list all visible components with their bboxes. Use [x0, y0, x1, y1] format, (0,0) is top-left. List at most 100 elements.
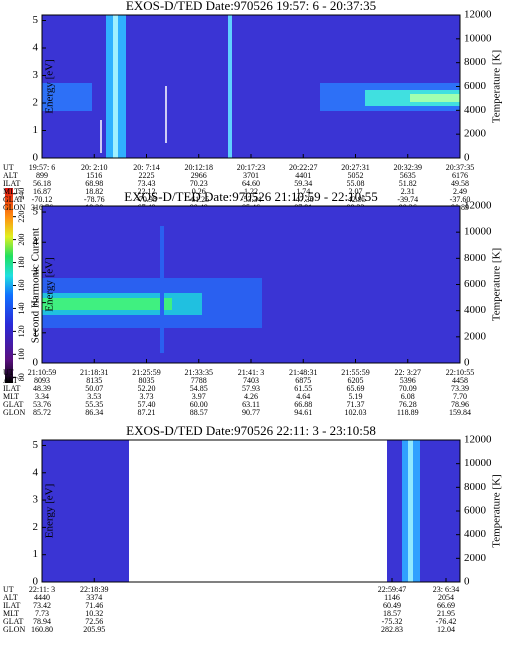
table-cell: 4440 [34, 593, 50, 602]
y2-tick-label: 12000 [464, 434, 492, 446]
table-cell: 20:37:35 [446, 163, 474, 172]
table-cell: 12.04 [437, 625, 455, 634]
y-tick-label: 1 [33, 548, 39, 560]
table-cell: 1.74 [296, 187, 310, 196]
y2-tick-label: 2000 [464, 128, 487, 140]
table-cell: -53.34 [241, 195, 262, 204]
table-cell: 1.22 [244, 187, 258, 196]
y-tick-label: 2 [33, 521, 39, 533]
y-tick-label: 3 [33, 494, 39, 506]
y2-tick-label: 0 [464, 357, 470, 369]
table-cell: 102.03 [345, 408, 367, 417]
table-cell: 86.34 [85, 408, 103, 417]
table-cell: -47.36 [293, 195, 314, 204]
spectrogram [387, 440, 460, 582]
table-cell: 8135 [86, 376, 102, 385]
y-tick-label: 4 [33, 466, 39, 478]
table-row-label: MLT [3, 187, 19, 196]
table-cell: 71.46 [85, 601, 103, 610]
y2-tick-label: 4000 [464, 528, 487, 540]
y-tick-label: 2 [33, 296, 39, 308]
y2-axis-label: Temperature [K] [491, 248, 503, 321]
table-cell: 20:27:31 [341, 163, 369, 172]
table-cell: 68.98 [85, 179, 103, 188]
table-cell: 21:48:31 [289, 368, 317, 377]
table-cell: 5.19 [349, 392, 363, 401]
table-cell: 21.95 [437, 609, 455, 618]
y2-tick-label: 2000 [464, 330, 487, 342]
table-cell: 23: 6:34 [433, 585, 459, 594]
table-cell: 57.93 [242, 384, 260, 393]
table-cell: 21:10:59 [28, 368, 56, 377]
spectrogram-band [160, 226, 164, 353]
spectrogram-band [42, 298, 172, 310]
table-cell: 78.94 [33, 617, 51, 626]
spectrogram [42, 440, 129, 582]
spectrogram-band [42, 83, 92, 111]
table-cell: 2966 [191, 171, 207, 180]
table-row-label: ALT [3, 171, 18, 180]
table-cell: 6176 [452, 171, 468, 180]
table-cell: 18.57 [383, 609, 401, 618]
spectrogram-band [410, 94, 460, 102]
table-cell: -70.98 [136, 195, 157, 204]
table-cell: 5635 [400, 171, 416, 180]
table-cell: 20: 2:10 [81, 163, 107, 172]
table-cell: 20:12:18 [185, 163, 213, 172]
table-cell: 73.43 [138, 179, 156, 188]
table-cell: 21:33:35 [185, 368, 213, 377]
y-tick-label: 0 [33, 576, 39, 588]
table-cell: 7788 [191, 376, 207, 385]
table-row-label: ILAT [3, 601, 20, 610]
table-cell: 118.89 [397, 408, 419, 417]
colorbar-label: Second Harmonic Current [30, 228, 42, 343]
y2-tick-label: 6000 [464, 80, 487, 92]
table-row-label: GLON [3, 203, 25, 212]
table-row-label: UT [3, 163, 14, 172]
y-tick-label: 5 [33, 206, 39, 218]
table-cell: 1146 [384, 593, 400, 602]
y2-tick-label: 4000 [464, 304, 487, 316]
y2-tick-label: 8000 [464, 56, 487, 68]
table-cell: 3374 [86, 593, 102, 602]
table-cell: 7.70 [453, 392, 467, 401]
table-cell: 64.60 [242, 179, 260, 188]
table-cell: 22:10:55 [446, 368, 474, 377]
y-tick-label: 3 [33, 69, 39, 81]
table-cell: 87.21 [138, 408, 156, 417]
spectrogram-band [228, 15, 232, 158]
y2-tick-label: 6000 [464, 505, 487, 517]
table-cell: 2054 [438, 593, 454, 602]
table-cell: 3.53 [87, 392, 101, 401]
colorbar-tick-label: 160 [17, 280, 26, 292]
spectrogram-band [408, 440, 413, 582]
table-cell: 6205 [348, 376, 364, 385]
y2-tick-label: 2000 [464, 552, 487, 564]
table-cell: 60.00 [190, 400, 208, 409]
table-row-label: ILAT [3, 179, 20, 188]
table-cell: 21:25:59 [132, 368, 160, 377]
table-cell: 21:41: 3 [238, 368, 264, 377]
table-cell: 6875 [295, 376, 311, 385]
table-cell: 5396 [400, 376, 416, 385]
y-tick-label: 1 [33, 124, 39, 136]
table-row-label: GLON [3, 625, 25, 634]
table-cell: 70.09 [399, 384, 417, 393]
y2-tick-label: 12000 [464, 9, 492, 21]
table-cell: 54.85 [190, 384, 208, 393]
table-cell: 22:11: 3 [29, 585, 55, 594]
table-row-label: GLAT [3, 617, 24, 626]
y2-axis-label: Temperature [K] [491, 474, 503, 547]
table-cell: 20:32:39 [394, 163, 422, 172]
table-row-label: ILAT [3, 384, 20, 393]
table-cell: 2.07 [349, 187, 363, 196]
table-cell: -39.74 [397, 195, 418, 204]
table-cell: 71.37 [347, 400, 365, 409]
y2-tick-label: 10000 [464, 226, 492, 238]
table-cell: 3.34 [35, 392, 49, 401]
table-row-label: ALT [3, 376, 18, 385]
colorbar-tick-label: 220 [17, 211, 26, 223]
table-cell: -70.12 [32, 195, 53, 204]
table-cell: 4.26 [244, 392, 258, 401]
